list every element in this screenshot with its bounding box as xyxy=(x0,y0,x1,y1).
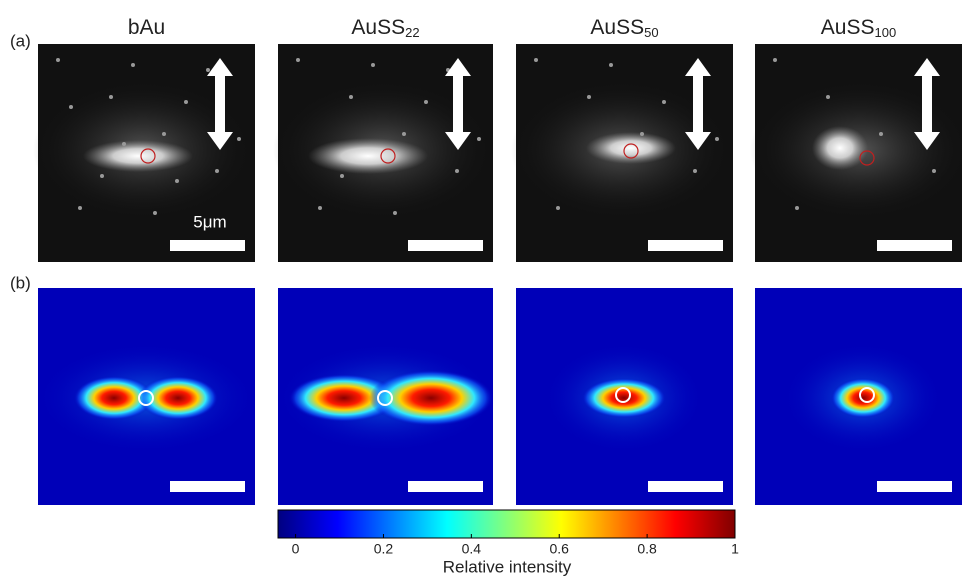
particle xyxy=(455,169,459,173)
particle xyxy=(175,179,179,183)
intensity-map xyxy=(755,288,962,505)
particle xyxy=(640,132,644,136)
scale-bar-label: 5μm xyxy=(193,212,226,231)
micrograph xyxy=(33,44,255,262)
scale-bar xyxy=(877,481,952,492)
column-subscript: 22 xyxy=(405,25,419,40)
hotspot xyxy=(831,378,895,418)
particle xyxy=(371,63,375,67)
colorbar-tick-label: 0.8 xyxy=(637,541,657,557)
particle xyxy=(773,58,777,62)
scale-bar xyxy=(408,240,483,251)
hotspot xyxy=(138,376,218,420)
column-title: bAu xyxy=(128,16,165,39)
particle xyxy=(78,206,82,210)
particle xyxy=(184,100,188,104)
column-subscript: 100 xyxy=(875,25,897,40)
intensity-map xyxy=(276,288,496,505)
hotspot xyxy=(74,376,154,420)
colorbar-tick-label: 0.4 xyxy=(462,541,482,557)
particle-outline xyxy=(377,390,393,406)
colorbar xyxy=(277,509,736,539)
particle xyxy=(477,137,481,141)
particle xyxy=(402,132,406,136)
particle xyxy=(534,58,538,62)
particle xyxy=(162,132,166,136)
intensity-map xyxy=(36,288,256,505)
particle xyxy=(879,132,883,136)
particle xyxy=(215,169,219,173)
particle xyxy=(206,68,210,72)
particle xyxy=(393,211,397,215)
particle xyxy=(122,142,126,146)
particle xyxy=(131,63,135,67)
panel-label: (a) xyxy=(10,31,31,50)
particle-cluster xyxy=(812,126,868,170)
marker-circle xyxy=(859,150,875,166)
particle xyxy=(556,206,560,210)
colorbar-tick-label: 1 xyxy=(731,541,739,557)
particle xyxy=(349,95,353,99)
column-name: AuSS xyxy=(351,16,405,39)
polarization-arrow xyxy=(207,58,233,150)
polarization-arrow xyxy=(914,58,940,150)
marker-circle xyxy=(380,148,396,164)
particle xyxy=(237,137,241,141)
particle xyxy=(932,169,936,173)
particle xyxy=(424,100,428,104)
micrograph xyxy=(750,44,962,262)
column-title: AuSS22 xyxy=(351,16,419,41)
particle xyxy=(662,100,666,104)
marker-circle xyxy=(140,148,156,164)
particle xyxy=(296,58,300,62)
micrograph xyxy=(273,44,493,262)
colorbar-tick-label: 0 xyxy=(292,541,300,557)
scale-bar xyxy=(170,481,245,492)
particle xyxy=(153,211,157,215)
scale-bar xyxy=(648,481,723,492)
particle-cluster xyxy=(308,138,428,174)
particle xyxy=(826,95,830,99)
column-name: bAu xyxy=(128,16,165,39)
panel-label: (b) xyxy=(10,273,31,292)
scale-bar xyxy=(648,240,723,251)
column-subscript: 50 xyxy=(644,25,658,40)
hotspot xyxy=(582,378,666,418)
micrograph xyxy=(511,44,733,262)
particle xyxy=(109,95,113,99)
particle xyxy=(340,174,344,178)
hotspot xyxy=(369,370,493,426)
column-name: AuSS xyxy=(821,16,875,39)
particle xyxy=(56,58,60,62)
particle xyxy=(318,206,322,210)
particle-cluster xyxy=(586,132,676,164)
column-name: AuSS xyxy=(590,16,644,39)
particle xyxy=(587,95,591,99)
particle-outline xyxy=(615,387,631,403)
particle xyxy=(693,169,697,173)
intensity-map xyxy=(516,288,733,505)
colorbar-tick-label: 0.2 xyxy=(374,541,394,557)
particle-outline xyxy=(859,387,875,403)
particle-cluster xyxy=(83,140,193,172)
particle xyxy=(715,137,719,141)
column-title: AuSS50 xyxy=(590,16,658,41)
polarization-arrow xyxy=(445,58,471,150)
scale-bar xyxy=(408,481,483,492)
colorbar-tick-label: 0.6 xyxy=(549,541,569,557)
polarization-arrow xyxy=(685,58,711,150)
particle xyxy=(69,105,73,109)
particle xyxy=(609,63,613,67)
particle-outline xyxy=(138,390,154,406)
particle xyxy=(100,174,104,178)
scale-bar xyxy=(170,240,245,251)
scale-bar xyxy=(877,240,952,251)
colorbar-label: Relative intensity xyxy=(443,557,572,576)
column-title: AuSS100 xyxy=(821,16,896,41)
marker-circle xyxy=(623,143,639,159)
particle xyxy=(795,206,799,210)
hotspot xyxy=(289,374,399,422)
